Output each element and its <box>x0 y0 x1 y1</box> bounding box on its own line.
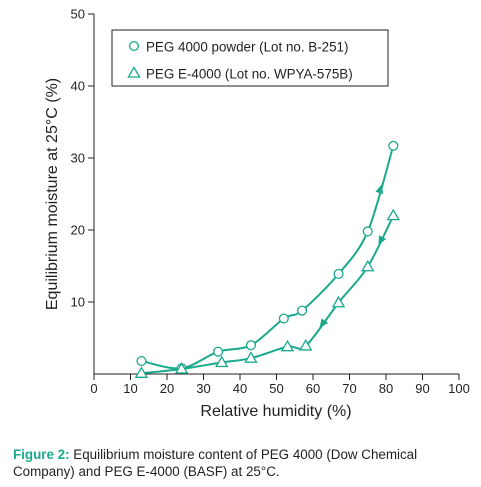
direction-arrow-down <box>319 318 329 328</box>
series-1 <box>136 140 399 374</box>
y-tick-label: 40 <box>71 79 85 94</box>
series-line <box>141 215 395 375</box>
legend-marker-triangle <box>127 66 141 78</box>
y-axis-label: Equilibrium moisture at 25°C (%) <box>44 78 61 310</box>
y-tick-label: 50 <box>71 7 85 22</box>
plot-area <box>134 140 401 378</box>
legend-entry: PEG 4000 powder (Lot no. B-251) <box>146 40 348 55</box>
caption-text: Equilibrium moisture content of PEG 4000… <box>13 447 418 479</box>
data-point <box>361 259 375 272</box>
data-point <box>362 226 373 237</box>
x-tick-label: 70 <box>342 381 356 396</box>
direction-arrow-up <box>375 184 384 195</box>
legend-marker-circle <box>128 40 140 52</box>
data-point <box>280 339 295 352</box>
data-point <box>388 140 399 151</box>
legend-entry: PEG E-4000 (Lot no. WPYA-575B) <box>146 67 353 82</box>
x-tick-label: 10 <box>123 381 137 396</box>
data-point <box>278 313 289 324</box>
data-point <box>331 295 346 308</box>
x-tick-label: 40 <box>233 381 247 396</box>
data-point <box>386 208 401 221</box>
x-tick-label: 80 <box>379 381 393 396</box>
figure-caption: Figure 2: Equilibrium moisture content o… <box>13 446 475 480</box>
data-point <box>296 305 308 316</box>
y-tick-label: 30 <box>71 151 85 166</box>
legend-box <box>111 29 389 87</box>
figure-label: Figure 2: <box>13 447 70 462</box>
data-point <box>298 339 313 351</box>
data-point <box>245 340 257 351</box>
x-tick-label: 90 <box>415 381 429 396</box>
data-point <box>134 366 149 378</box>
data-point <box>333 268 344 279</box>
x-tick-label: 30 <box>196 381 210 396</box>
data-point <box>174 362 189 374</box>
data-point <box>244 351 258 363</box>
direction-arrow-down <box>378 235 387 246</box>
x-tick-label: 100 <box>448 381 470 396</box>
series-line <box>141 145 395 370</box>
x-tick-label: 20 <box>160 381 174 396</box>
x-tick-label: 50 <box>269 381 283 396</box>
series-2 <box>134 208 401 378</box>
legend: PEG 4000 powder (Lot no. B-251) PEG E-400… <box>111 29 389 87</box>
axes: 0 10 20 30 40 50 60 70 80 90 100 10 20 30 40 50 <box>71 7 470 397</box>
x-tick-label: 0 <box>90 381 97 396</box>
data-point <box>215 355 229 368</box>
y-tick-label: 20 <box>71 223 85 238</box>
data-point <box>136 355 147 367</box>
data-point <box>213 346 224 357</box>
x-tick-label: 60 <box>306 381 320 396</box>
x-axis-label: Relative humidity (%) <box>200 403 351 420</box>
y-tick-label: 10 <box>71 295 85 310</box>
